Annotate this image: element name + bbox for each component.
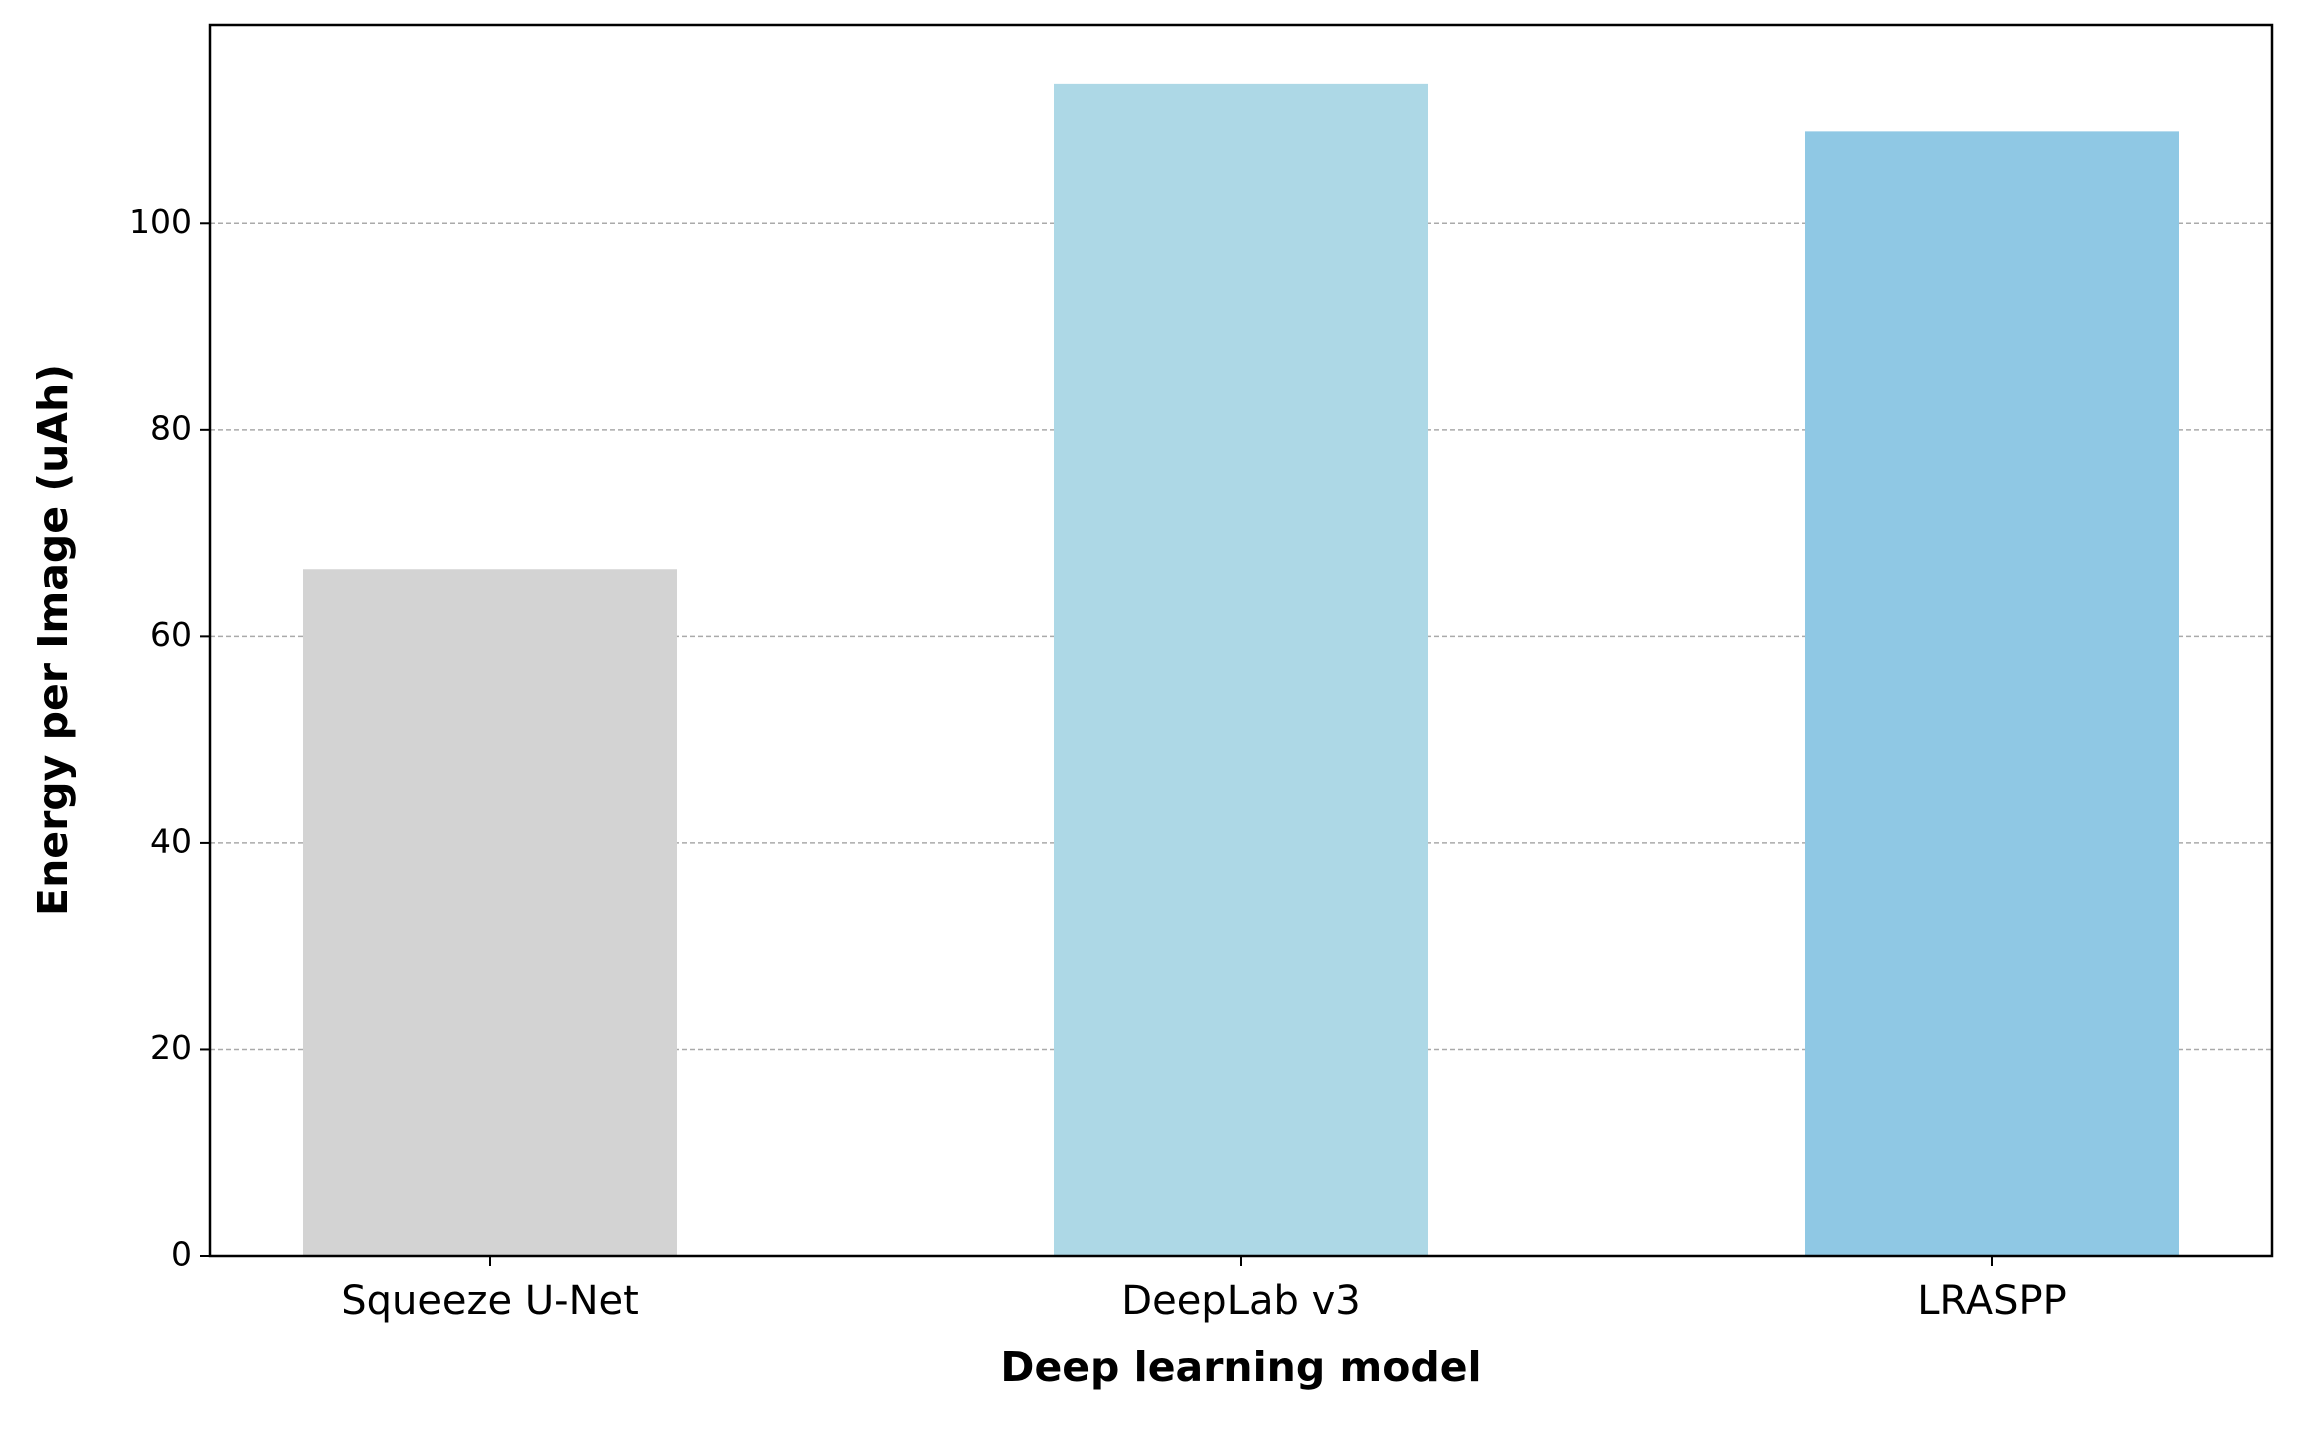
y-tick-label: 40 xyxy=(150,821,192,860)
y-tick-label: 100 xyxy=(129,202,192,241)
x-tick-label: DeepLab v3 xyxy=(1121,1278,1360,1324)
x-tick-label: LRASPP xyxy=(1917,1278,2066,1324)
y-tick-label: 0 xyxy=(171,1235,192,1274)
bar xyxy=(303,569,677,1256)
y-tick-label: 60 xyxy=(150,615,192,654)
bar xyxy=(1805,131,2179,1256)
y-tick-label: 80 xyxy=(150,408,192,447)
plot-frame xyxy=(208,23,2274,1258)
y-axis-label: Energy per Image (uAh) xyxy=(29,364,77,916)
x-tick-label: Squeeze U-Net xyxy=(341,1278,639,1324)
x-axis-label: Deep learning model xyxy=(1000,1343,1481,1391)
y-tick-label: 20 xyxy=(150,1028,192,1067)
bar xyxy=(1054,83,1428,1256)
